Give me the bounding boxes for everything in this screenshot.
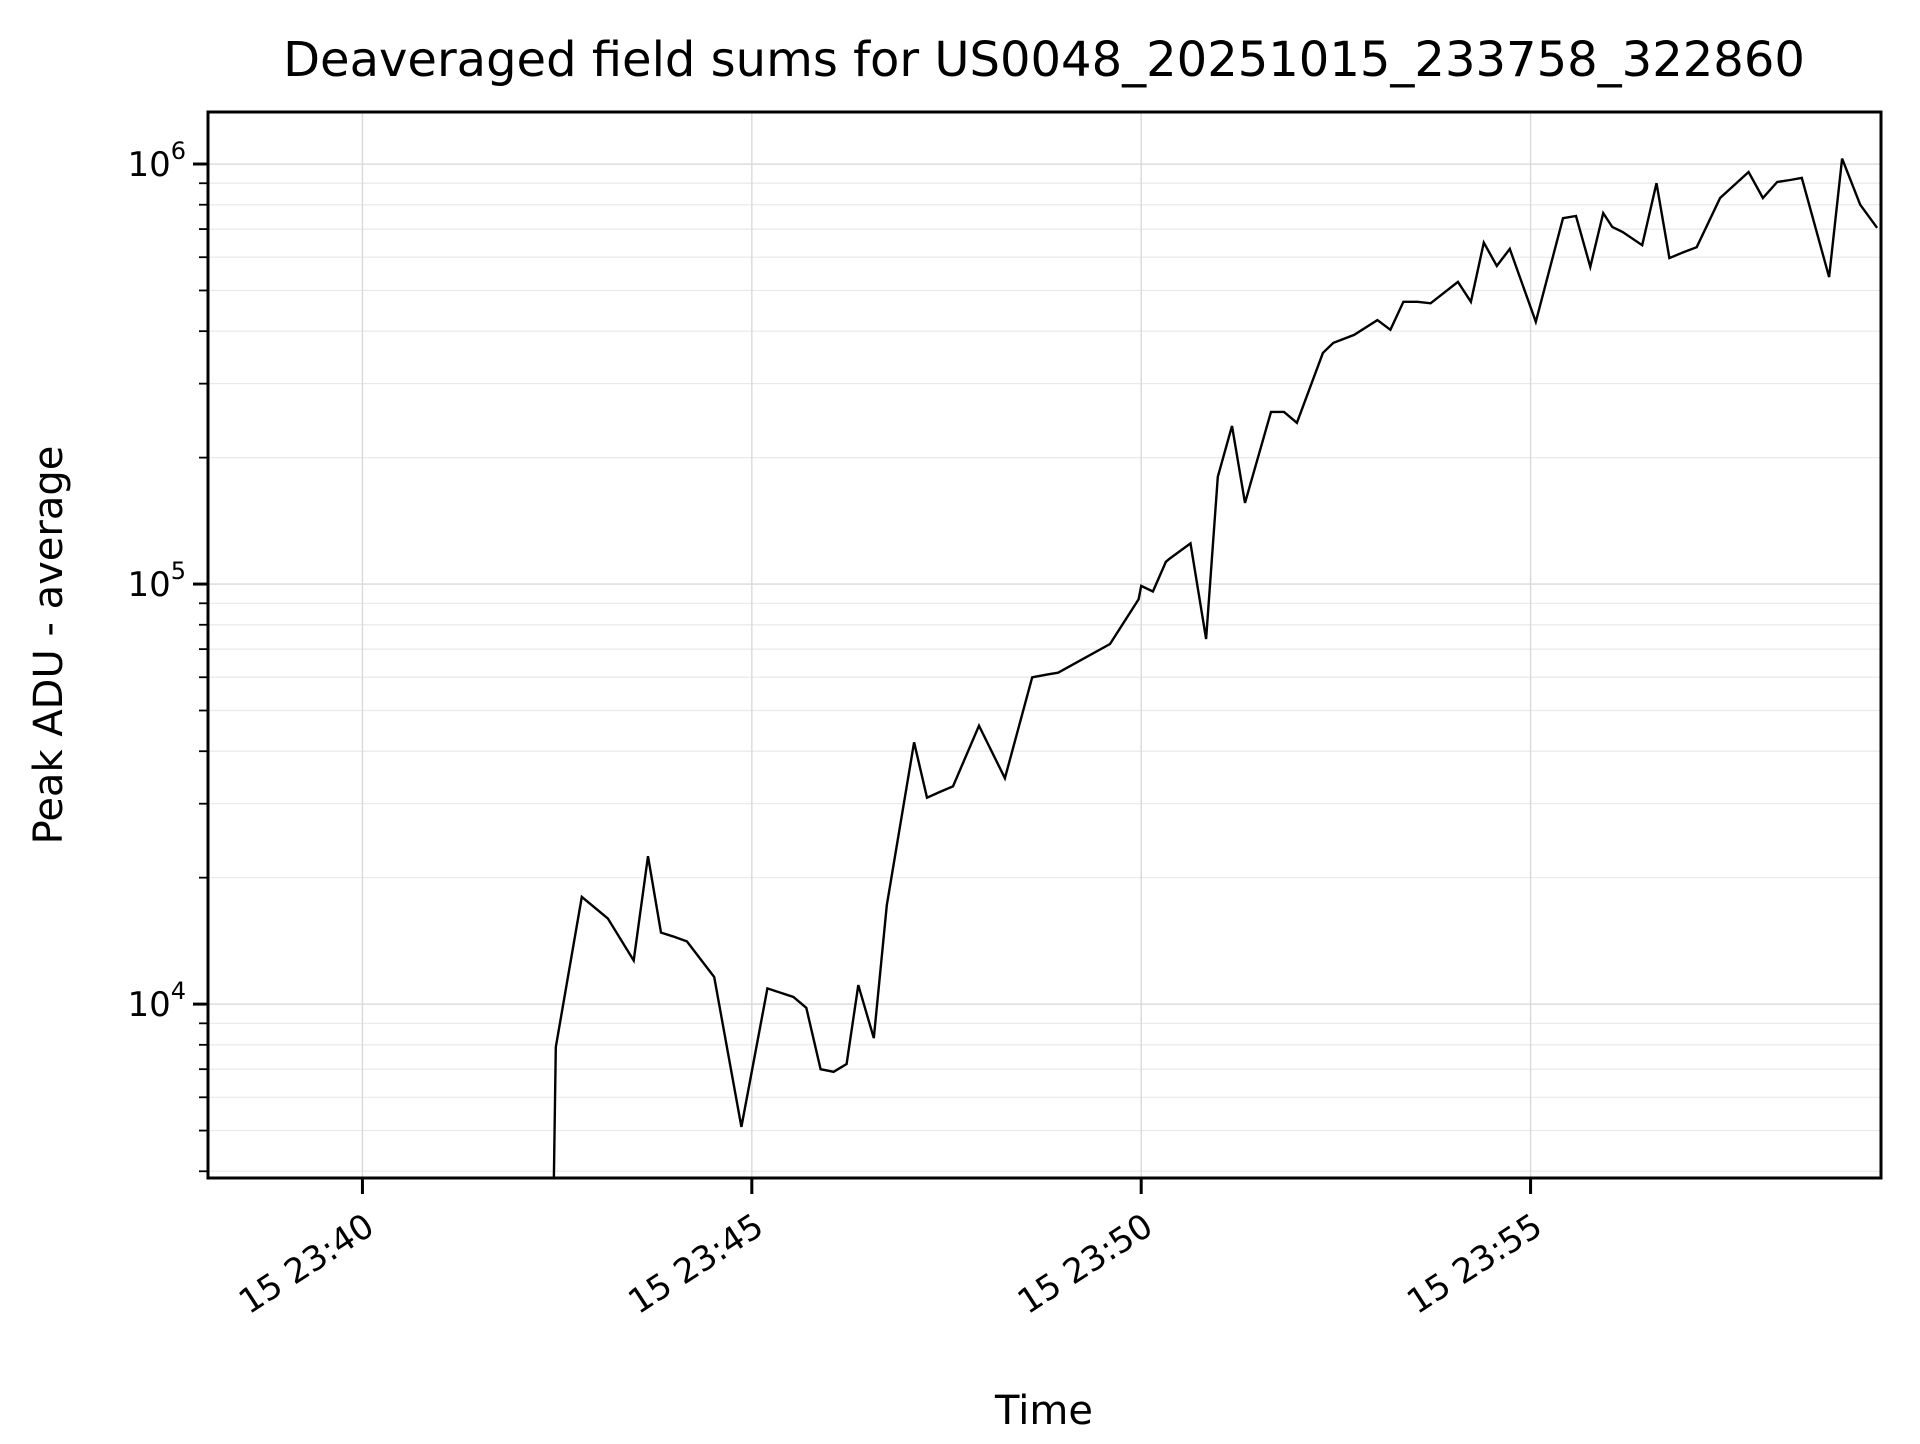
plot-frame	[206, 110, 1883, 1180]
gridlines	[208, 112, 1881, 1178]
data-line	[552, 158, 1879, 1178]
chart-title: Deaveraged field sums for US0048_2025101…	[283, 32, 1805, 88]
y-tick-label: 104	[127, 977, 186, 1025]
axes-frame-and-ticks	[193, 110, 1883, 1194]
x-axis-label: Time	[994, 1388, 1093, 1434]
data-series-group	[552, 158, 1879, 1178]
y-axis-label: Peak ADU - average	[26, 446, 72, 845]
y-tick-label: 106	[127, 137, 186, 185]
y-tick-label: 105	[127, 557, 186, 605]
